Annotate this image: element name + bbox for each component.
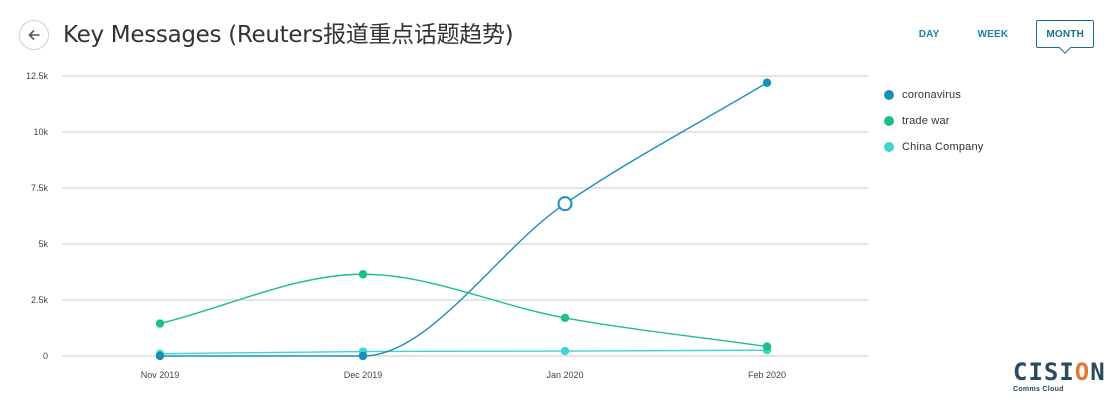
data-point-coronavirus bbox=[762, 78, 772, 87]
x-tick-label: Dec 2019 bbox=[344, 370, 383, 380]
brand-logo: CISION Comms Cloud bbox=[1013, 360, 1106, 393]
brand-subtitle: Comms Cloud bbox=[1013, 386, 1064, 393]
back-button[interactable] bbox=[19, 20, 49, 50]
period-week-button[interactable]: WEEK bbox=[967, 20, 1019, 48]
data-point-china-company bbox=[560, 346, 570, 356]
legend-label-trade-war: trade war bbox=[902, 115, 950, 127]
legend-dot-trade-war bbox=[884, 116, 894, 126]
data-point-trade-war bbox=[358, 270, 368, 279]
y-tick-label: 7.5k bbox=[31, 183, 49, 193]
y-tick-label: 2.5k bbox=[31, 295, 49, 305]
legend-dot-coronavirus bbox=[884, 90, 894, 100]
y-tick-label: 12.5k bbox=[26, 71, 49, 81]
legend-dot-china-company bbox=[884, 142, 894, 152]
legend-item-trade-war[interactable]: trade war bbox=[884, 108, 983, 134]
series-line-china-company bbox=[159, 349, 768, 355]
series-line-trade-war bbox=[159, 273, 768, 348]
legend: coronavirus trade war China Company bbox=[884, 82, 983, 160]
legend-item-coronavirus[interactable]: coronavirus bbox=[884, 82, 983, 108]
arrow-left-icon bbox=[28, 30, 40, 40]
page-title: Key Messages (Reuters报道重点话题趋势) bbox=[63, 22, 514, 48]
brand-name: CISION bbox=[1013, 358, 1106, 386]
header: Key Messages (Reuters报道重点话题趋势) DAY WEEK … bbox=[0, 0, 1106, 70]
x-tick-label: Feb 2020 bbox=[748, 370, 786, 380]
data-point-coronavirus bbox=[358, 351, 368, 361]
legend-item-china-company[interactable]: China Company bbox=[884, 134, 983, 160]
data-point-trade-war bbox=[560, 313, 570, 323]
y-tick-label: 5k bbox=[38, 239, 48, 249]
y-tick-label: 0 bbox=[43, 351, 48, 361]
data-point-trade-war bbox=[155, 319, 165, 328]
x-tick-label: Nov 2019 bbox=[141, 370, 180, 380]
legend-label-china-company: China Company bbox=[902, 141, 984, 153]
legend-label-coronavirus: coronavirus bbox=[902, 89, 962, 101]
y-tick-label: 10k bbox=[33, 127, 48, 137]
data-point-highlighted-coronavirus bbox=[557, 196, 573, 212]
x-tick-label: Jan 2020 bbox=[546, 370, 583, 380]
data-point-coronavirus bbox=[155, 351, 165, 361]
period-month-button[interactable]: MONTH bbox=[1036, 20, 1094, 48]
series-line-coronavirus bbox=[160, 82, 768, 357]
period-day-button[interactable]: DAY bbox=[908, 20, 950, 48]
line-chart: 0 2.5k 5k 7.5k 10k 12.5k Nov 2019 Dec 2019 Jan 2… bbox=[26, 71, 868, 380]
data-point-trade-war bbox=[762, 342, 772, 351]
period-switch: DAY WEEK MONTH bbox=[891, 20, 1094, 48]
